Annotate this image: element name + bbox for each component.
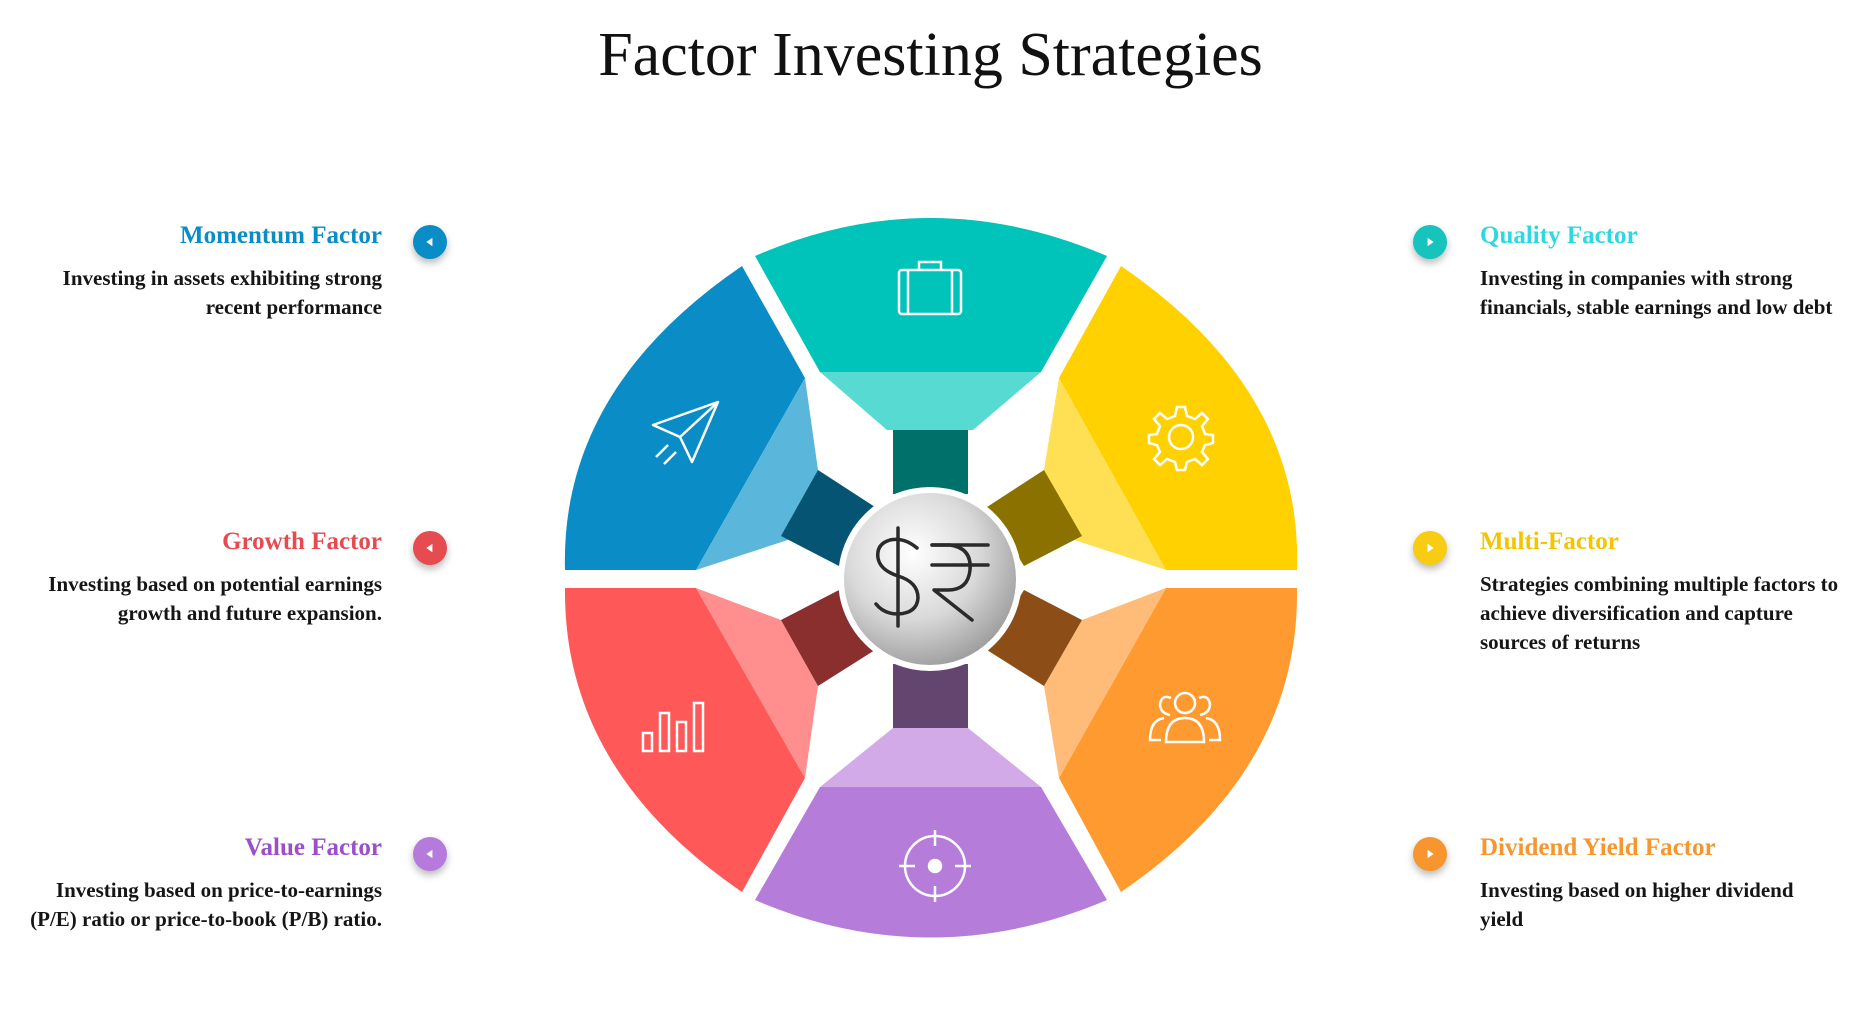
segment-growth-inner (696, 588, 818, 778)
segment-dividend-inner (1044, 588, 1166, 778)
value-bullet-icon[interactable] (413, 837, 447, 871)
value-factor-desc: Investing based on price-to-earnings (P/… (30, 878, 382, 931)
currency-dollar-rupee-icon (874, 526, 990, 628)
quality-bullet-icon[interactable] (1413, 225, 1447, 259)
growth-factor-title: Growth Factor (222, 528, 382, 555)
segment-momentum-inner (696, 378, 818, 570)
quality-factor-desc: Investing in companies with strong finan… (1480, 266, 1833, 319)
growth-factor-desc: Investing based on potential earnings gr… (48, 572, 382, 625)
center-hub (838, 487, 1022, 671)
momentum-bullet-icon[interactable] (413, 225, 447, 259)
dividend-factor-desc: Investing based on higher dividend yield (1480, 878, 1794, 931)
multi-factor-block: Multi-Factor Strategies combining multip… (1480, 528, 1840, 657)
momentum-factor-desc: Investing in assets exhibiting strong re… (62, 266, 382, 319)
momentum-factor-title: Momentum Factor (179, 222, 382, 249)
growth-bullet-icon[interactable] (413, 531, 447, 565)
value-factor-block: Value Factor Investing based on price-to… (22, 834, 382, 934)
segment-multi-outer (1059, 266, 1298, 570)
segment-value-inner (820, 728, 1041, 787)
segment-momentum-outer (564, 266, 805, 570)
quality-factor-block: Quality Factor Investing in companies wi… (1480, 222, 1840, 322)
page-title: Factor Investing Strategies (598, 21, 1263, 89)
bar-chart-icon (641, 701, 705, 753)
segment-quality-stem (893, 430, 968, 494)
segment-quality-outer (755, 218, 1107, 372)
target-icon (899, 830, 971, 902)
segment-multi-inner (1044, 378, 1166, 570)
dividend-bullet-icon[interactable] (1413, 837, 1447, 871)
paper-plane-icon (651, 400, 720, 465)
value-factor-title: Value Factor (244, 834, 382, 861)
dividend-factor-block: Dividend Yield Factor Investing based on… (1480, 834, 1840, 934)
dividend-factor-title: Dividend Yield Factor (1480, 834, 1716, 861)
briefcase-icon (897, 260, 963, 316)
gear-icon (1147, 405, 1215, 472)
segment-value-stem (893, 664, 968, 728)
multi-factor-desc: Strategies combining multiple factors to… (1480, 572, 1839, 654)
segment-quality-inner (820, 372, 1041, 430)
segment-dividend-outer (1059, 588, 1298, 892)
multi-factor-title: Multi-Factor (1480, 528, 1619, 555)
users-icon (1148, 691, 1222, 744)
multi-bullet-icon[interactable] (1413, 531, 1447, 565)
quality-factor-title: Quality Factor (1480, 222, 1638, 249)
segment-quality[interactable] (755, 218, 1107, 494)
growth-factor-block: Growth Factor Investing based on potenti… (22, 528, 382, 628)
segment-momentum[interactable] (564, 266, 875, 570)
momentum-factor-block: Momentum Factor Investing in assets exhi… (22, 222, 382, 322)
